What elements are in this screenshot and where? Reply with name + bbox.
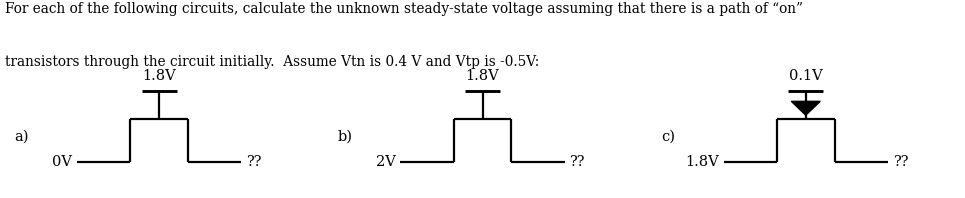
Text: 1.8V: 1.8V — [685, 155, 719, 169]
Text: c): c) — [661, 130, 676, 144]
Text: For each of the following circuits, calculate the unknown steady-state voltage a: For each of the following circuits, calc… — [5, 2, 803, 16]
Text: 2V: 2V — [375, 155, 396, 169]
Polygon shape — [791, 101, 820, 115]
Text: ??: ?? — [569, 155, 585, 169]
Text: a): a) — [14, 130, 29, 144]
Text: ??: ?? — [893, 155, 908, 169]
Text: ??: ?? — [246, 155, 262, 169]
Text: 0V: 0V — [52, 155, 72, 169]
Text: 1.8V: 1.8V — [143, 69, 176, 83]
Text: b): b) — [338, 130, 353, 144]
Text: transistors through the circuit initially.  Assume Vtn is 0.4 V and Vtp is -0.5V: transistors through the circuit initiall… — [5, 55, 539, 69]
Text: 0.1V: 0.1V — [789, 69, 822, 83]
Text: 1.8V: 1.8V — [466, 69, 499, 83]
